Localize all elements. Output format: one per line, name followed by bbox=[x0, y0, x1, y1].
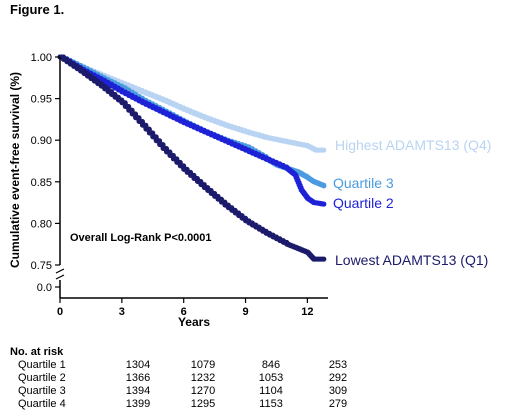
risk-row-label: Quartile 1 bbox=[18, 359, 66, 371]
series-label-1: Highest ADAMTS13 (Q4) bbox=[335, 137, 491, 153]
risk-cell: 309 bbox=[328, 385, 348, 397]
log-rank-annotation: Overall Log-Rank P<0.0001 bbox=[70, 232, 212, 244]
risk-cell: 292 bbox=[328, 372, 348, 384]
x-tick-label: 6 bbox=[181, 306, 187, 318]
survival-chart: 0.75 0.80 0.85 0.90 0.95 1.00 0.0 0 3 6 9 12 Years C… bbox=[8, 52, 491, 329]
y-axis-break-mark bbox=[55, 274, 65, 280]
x-tick-label: 3 bbox=[119, 306, 125, 318]
figure-label: Figure 1. bbox=[10, 2, 65, 17]
series-line-1 bbox=[57, 54, 327, 153]
y-tick-label: 0.75 bbox=[31, 260, 52, 272]
risk-cell: 1270 bbox=[190, 385, 216, 397]
series-line-3 bbox=[57, 54, 327, 207]
risk-cell: 1295 bbox=[190, 398, 216, 410]
y-axis-break-mark bbox=[55, 268, 65, 274]
risk-table-title: No. at risk bbox=[10, 346, 64, 358]
risk-cell: 1394 bbox=[125, 385, 151, 397]
risk-cell: 1079 bbox=[190, 359, 216, 371]
y-tick-label: 0.80 bbox=[31, 218, 52, 230]
series-label-3: Quartile 2 bbox=[333, 195, 394, 211]
risk-cell: 846 bbox=[261, 359, 281, 371]
risk-cell: 1053 bbox=[258, 372, 284, 384]
x-axis-label: Years bbox=[178, 315, 210, 329]
risk-cell: 1153 bbox=[259, 398, 283, 410]
y-tick-label: 0.90 bbox=[31, 135, 52, 147]
risk-cell: 253 bbox=[328, 359, 348, 371]
series-label-2: Quartile 3 bbox=[333, 175, 394, 191]
y-tick-label: 1.00 bbox=[31, 52, 52, 64]
y-tick-label: 0.0 bbox=[37, 282, 52, 294]
risk-cell: 1104 bbox=[259, 385, 283, 397]
series-line-4 bbox=[57, 54, 327, 262]
risk-cell: 279 bbox=[328, 398, 348, 410]
y-axis-label: Cumulative event-free survival (%) bbox=[8, 72, 22, 268]
x-tick-label: 12 bbox=[301, 306, 313, 318]
x-tick-label: 0 bbox=[57, 306, 63, 318]
x-tick-label: 9 bbox=[242, 306, 248, 318]
risk-cell: 1399 bbox=[125, 398, 151, 410]
y-tick-label: 0.85 bbox=[31, 177, 52, 189]
risk-row-label: Quartile 3 bbox=[18, 385, 66, 397]
y-tick-label: 0.95 bbox=[31, 94, 52, 106]
risk-cell: 1366 bbox=[125, 372, 151, 384]
series-label-4: Lowest ADAMTS13 (Q1) bbox=[335, 252, 488, 268]
risk-row-label: Quartile 2 bbox=[18, 372, 66, 384]
risk-cell: 1304 bbox=[125, 359, 151, 371]
risk-row-label: Quartile 4 bbox=[18, 398, 66, 410]
risk-cell: 1232 bbox=[190, 372, 216, 384]
